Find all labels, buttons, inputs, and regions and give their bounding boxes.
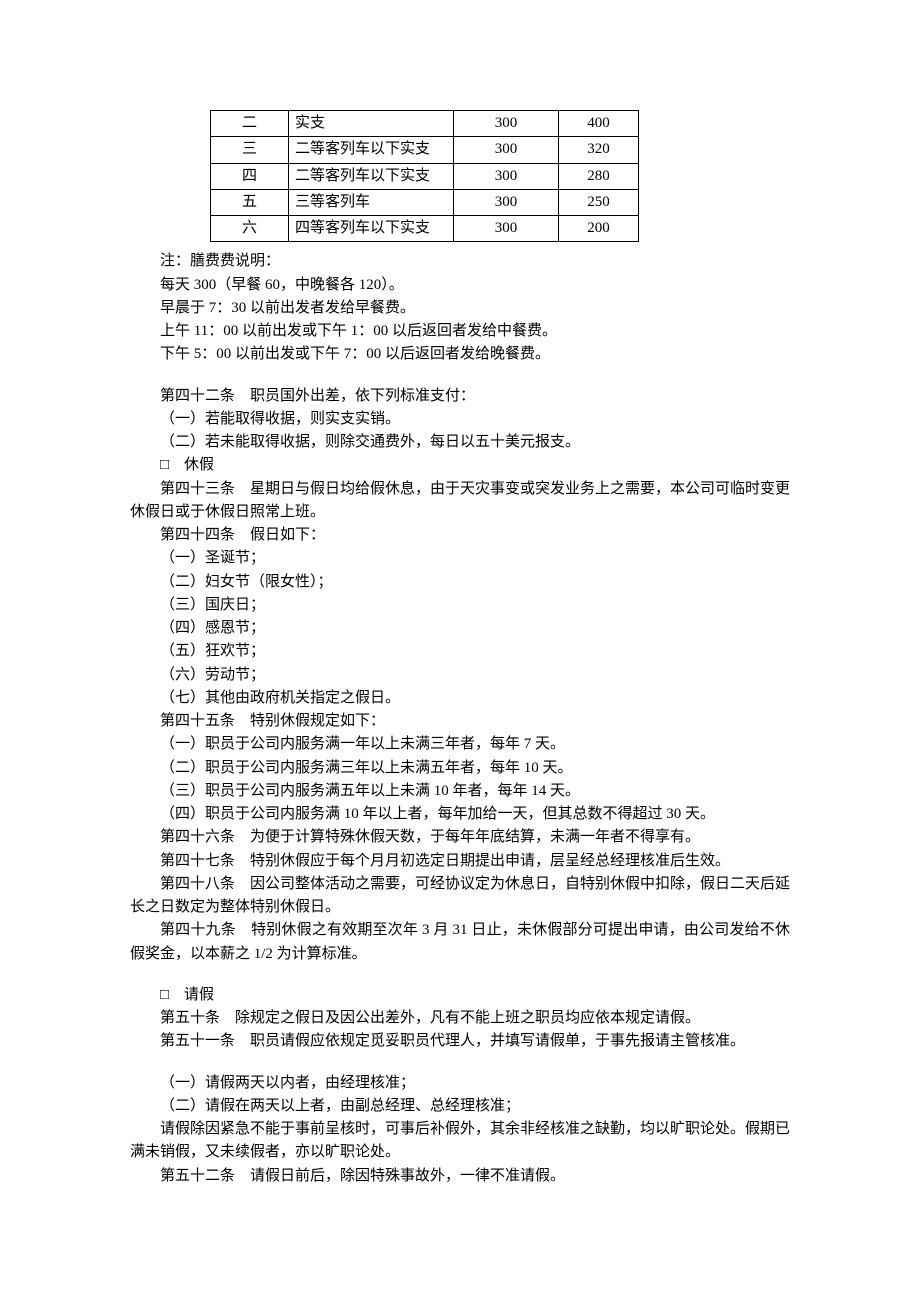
cell: 二 xyxy=(211,111,289,137)
cell: 五 xyxy=(211,189,289,215)
cell: 二等客列车以下实支 xyxy=(289,163,454,189)
cell: 300 xyxy=(454,216,559,242)
cell: 400 xyxy=(559,111,639,137)
cell: 三 xyxy=(211,137,289,163)
cell: 280 xyxy=(559,163,639,189)
cell: 300 xyxy=(454,137,559,163)
article-51-item: （二）请假在两天以上者，由副总经理、总经理核准； xyxy=(130,1095,790,1118)
article-45-item: （三）职员于公司内服务满五年以上未满 10 年者，每年 14 天。 xyxy=(130,780,790,803)
article-44-item: （四）感恩节； xyxy=(130,617,790,640)
cell: 320 xyxy=(559,137,639,163)
section-header-vacation: □ 休假 xyxy=(130,454,790,477)
table-row: 五 三等客列车 300 250 xyxy=(211,189,639,215)
meal-note: 下午 5：00 以前出发或下午 7：00 以后返回者发给晚餐费。 xyxy=(130,343,790,366)
article-46: 第四十六条 为便于计算特殊休假天数，于每年年底结算，未满一年者不得享有。 xyxy=(130,826,790,849)
article-44-item: （三）国庆日； xyxy=(130,594,790,617)
meal-note: 每天 300（早餐 60，中晚餐各 120）。 xyxy=(130,274,790,297)
meal-note: 注：膳费费说明： xyxy=(130,250,790,273)
article-45: 第四十五条 特别休假规定如下： xyxy=(130,710,790,733)
article-51-item: （一）请假两天以内者，由经理核准； xyxy=(130,1072,790,1095)
article-45-item: （一）职员于公司内服务满一年以上未满三年者，每年 7 天。 xyxy=(130,733,790,756)
cell: 四等客列车以下实支 xyxy=(289,216,454,242)
cell: 实支 xyxy=(289,111,454,137)
article-43: 第四十三条 星期日与假日均给假休息，由于天灾事变或突发业务上之需要，本公司可临时… xyxy=(130,478,790,525)
allowance-table: 二 实支 300 400 三 二等客列车以下实支 300 320 四 二等客列车… xyxy=(210,110,639,242)
article-45-item: （四）职员于公司内服务满 10 年以上者，每年加给一天，但其总数不得超过 30 … xyxy=(130,803,790,826)
meal-note: 上午 11：00 以前出发或下午 1：00 以后返回者发给中餐费。 xyxy=(130,320,790,343)
cell: 四 xyxy=(211,163,289,189)
cell: 250 xyxy=(559,189,639,215)
meal-note: 早晨于 7：30 以前出发者发给早餐费。 xyxy=(130,297,790,320)
cell: 200 xyxy=(559,216,639,242)
cell: 300 xyxy=(454,189,559,215)
article-50: 第五十条 除规定之假日及因公出差外，凡有不能上班之职员均应依本规定请假。 xyxy=(130,1007,790,1030)
cell: 二等客列车以下实支 xyxy=(289,137,454,163)
article-44-item: （六）劳动节； xyxy=(130,664,790,687)
table-row: 二 实支 300 400 xyxy=(211,111,639,137)
article-45-item: （二）职员于公司内服务满三年以上未满五年者，每年 10 天。 xyxy=(130,757,790,780)
cell: 300 xyxy=(454,163,559,189)
cell: 六 xyxy=(211,216,289,242)
article-47: 第四十七条 特别休假应于每个月月初选定日期提出申请，层呈经总经理核准后生效。 xyxy=(130,850,790,873)
article-44-item: （五）狂欢节； xyxy=(130,640,790,663)
article-42-item: （二）若未能取得收据，则除交通费外，每日以五十美元报支。 xyxy=(130,431,790,454)
table-row: 四 二等客列车以下实支 300 280 xyxy=(211,163,639,189)
article-44-item: （一）圣诞节； xyxy=(130,547,790,570)
article-44-item: （七）其他由政府机关指定之假日。 xyxy=(130,687,790,710)
article-42-item: （一）若能取得收据，则实支实销。 xyxy=(130,408,790,431)
article-48: 第四十八条 因公司整体活动之需要，可经协议定为休息日，自特别休假中扣除，假日二天… xyxy=(130,873,790,920)
article-51: 第五十一条 职员请假应依规定觅妥职员代理人，并填写请假单，于事先报请主管核准。 xyxy=(130,1030,790,1053)
article-44-item: （二）妇女节（限女性）； xyxy=(130,571,790,594)
article-49: 第四十九条 特别休假之有效期至次年 3 月 31 日止，未休假部分可提出申请，由… xyxy=(130,919,790,966)
article-51-tail: 请假除因紧急不能于事前呈核时，可事后补假外，其余非经核准之缺勤，均以旷职论处。假… xyxy=(130,1118,790,1165)
article-44: 第四十四条 假日如下： xyxy=(130,524,790,547)
table-row: 六 四等客列车以下实支 300 200 xyxy=(211,216,639,242)
article-42: 第四十二条 职员国外出差，依下列标准支付： xyxy=(130,385,790,408)
article-52: 第五十二条 请假日前后，除因特殊事故外，一律不准请假。 xyxy=(130,1165,790,1188)
cell: 三等客列车 xyxy=(289,189,454,215)
table-row: 三 二等客列车以下实支 300 320 xyxy=(211,137,639,163)
section-header-leave: □ 请假 xyxy=(130,984,790,1007)
cell: 300 xyxy=(454,111,559,137)
